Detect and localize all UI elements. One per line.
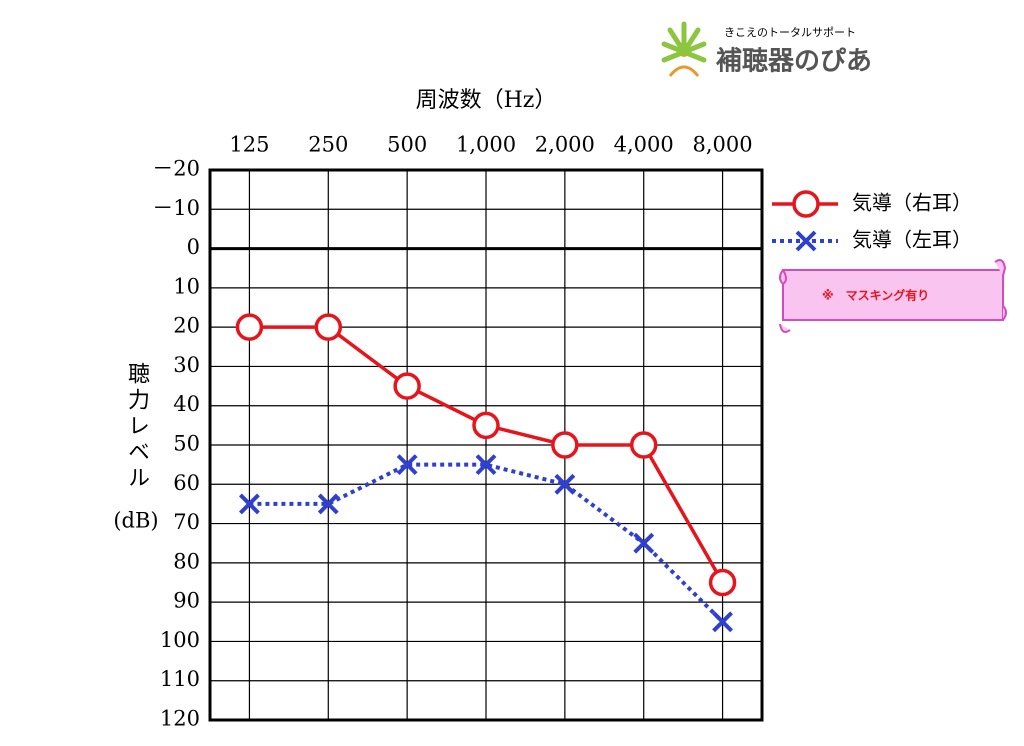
y-tick-label: 20: [173, 314, 200, 338]
legend-marker: [795, 230, 817, 252]
y-tick-label: 30: [173, 353, 200, 377]
y-tick-label: －20: [152, 157, 200, 181]
y-tick-label: 120: [160, 707, 200, 731]
y-tick-label: 0: [187, 235, 200, 259]
x-tick-label: 250: [308, 133, 348, 157]
note-text: ※ マスキング有り: [822, 288, 929, 303]
legend-label: 気導（右耳）: [852, 191, 972, 215]
y-tick-label: －10: [152, 196, 200, 220]
data-point: [317, 493, 339, 515]
x-tick-label: 4,000: [614, 133, 674, 157]
logo-name: 補聴器のぴあ: [715, 47, 872, 77]
y-tick-label: 40: [173, 392, 200, 416]
data-point: [393, 372, 421, 400]
data-point: [239, 493, 260, 515]
y-tick-label: 90: [173, 589, 200, 613]
logo-leaves: [661, 21, 707, 63]
note-curl: [779, 259, 1007, 333]
data-point: [472, 411, 500, 440]
y-tick-label: 10: [173, 274, 200, 298]
logo-tagline: きこえのトータルサポート: [724, 26, 856, 39]
y-tick-label: 50: [173, 432, 200, 456]
logo: きこえのトータルサポート 補聴器のぴあ: [661, 21, 872, 77]
x-axis-label: 周波数（Hz）: [416, 88, 557, 113]
y-axis-label: 聴力レベル: [124, 362, 150, 492]
data-point: [475, 454, 497, 476]
plot-frame: [208, 168, 764, 722]
data-point: [629, 431, 658, 459]
data-point: [554, 473, 576, 495]
y-tick-label: 100: [160, 628, 200, 652]
y-tick-label: 60: [173, 471, 200, 495]
data-point: [633, 532, 655, 554]
x-tick-label: 125: [229, 133, 269, 157]
y-tick-label: 70: [173, 510, 200, 534]
x-tick-label: 2,000: [535, 133, 595, 157]
data-point: [708, 568, 737, 597]
x-tick-label: 8,000: [693, 133, 753, 157]
legend-label: 気導（左耳）: [852, 228, 972, 252]
data-point: [235, 313, 264, 341]
y-tick-label: 110: [160, 667, 200, 691]
data-point: [551, 431, 579, 459]
note-scroll: ※ マスキング有り: [779, 259, 1007, 333]
legend-marker: [792, 190, 820, 218]
x-tick-label: 1,000: [456, 133, 516, 157]
data-point: [314, 313, 343, 341]
y-tick-label: 80: [173, 549, 200, 573]
y-axis-unit: (dB): [113, 509, 158, 533]
data-point: [712, 611, 733, 633]
data-point: [396, 454, 418, 476]
note-box: [782, 269, 1004, 321]
logo-base: [668, 65, 700, 77]
x-tick-label: 500: [387, 133, 427, 157]
